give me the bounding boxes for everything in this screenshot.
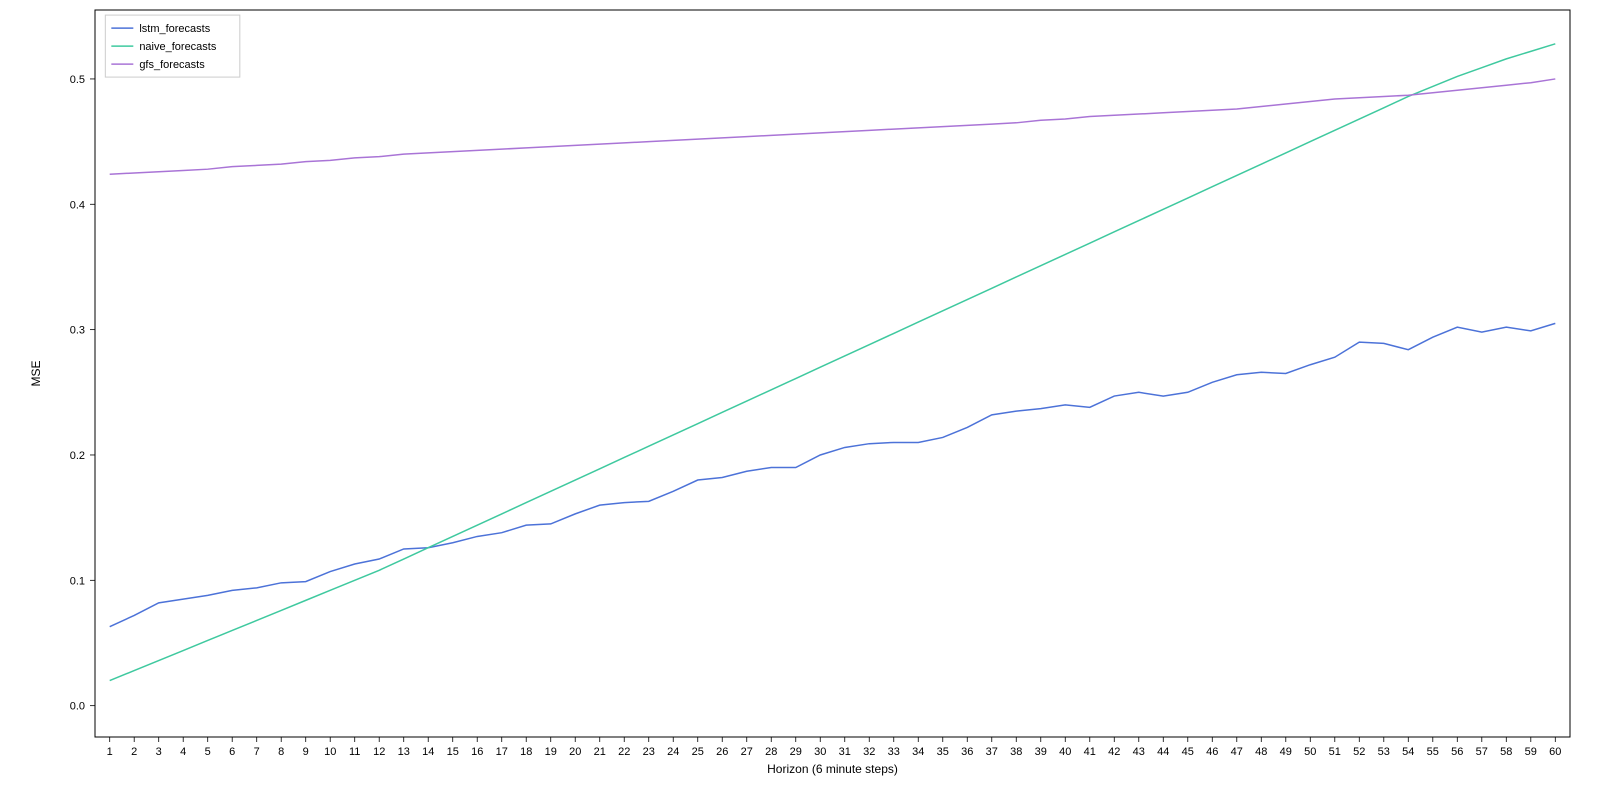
x-tick-label: 8	[278, 746, 284, 758]
legend-label: lstm_forecasts	[139, 23, 210, 35]
x-tick-label: 55	[1427, 746, 1439, 758]
x-tick-label: 47	[1231, 746, 1243, 758]
x-tick-label: 26	[716, 746, 728, 758]
x-tick-label: 52	[1353, 746, 1365, 758]
x-tick-label: 14	[422, 746, 434, 758]
x-tick-label: 57	[1476, 746, 1488, 758]
y-tick-label: 0.0	[70, 701, 85, 713]
x-tick-label: 56	[1451, 746, 1463, 758]
x-tick-label: 19	[545, 746, 557, 758]
x-tick-label: 5	[205, 746, 211, 758]
chart-container: 0.00.10.20.30.40.51234567891011121314151…	[0, 0, 1600, 792]
x-tick-label: 25	[692, 746, 704, 758]
x-tick-label: 2	[131, 746, 137, 758]
x-tick-label: 24	[667, 746, 679, 758]
x-tick-label: 1	[107, 746, 113, 758]
x-tick-label: 10	[324, 746, 336, 758]
x-tick-label: 3	[156, 746, 162, 758]
x-tick-label: 50	[1304, 746, 1316, 758]
y-tick-label: 0.5	[70, 74, 85, 86]
x-tick-label: 54	[1402, 746, 1414, 758]
x-tick-label: 22	[618, 746, 630, 758]
x-tick-label: 17	[496, 746, 508, 758]
x-tick-label: 44	[1157, 746, 1169, 758]
x-tick-label: 7	[254, 746, 260, 758]
x-tick-label: 49	[1280, 746, 1292, 758]
x-tick-label: 58	[1500, 746, 1512, 758]
x-tick-label: 27	[741, 746, 753, 758]
x-tick-label: 23	[643, 746, 655, 758]
x-tick-label: 36	[961, 746, 973, 758]
x-tick-label: 11	[349, 746, 360, 758]
y-tick-label: 0.1	[70, 575, 85, 587]
x-tick-label: 9	[303, 746, 309, 758]
x-tick-label: 20	[569, 746, 581, 758]
x-tick-label: 21	[594, 746, 606, 758]
x-tick-label: 48	[1255, 746, 1267, 758]
x-tick-label: 30	[814, 746, 826, 758]
x-tick-label: 46	[1206, 746, 1218, 758]
x-tick-label: 15	[447, 746, 459, 758]
x-tick-label: 60	[1549, 746, 1561, 758]
x-tick-label: 28	[765, 746, 777, 758]
x-tick-label: 38	[1010, 746, 1022, 758]
x-tick-label: 45	[1182, 746, 1194, 758]
x-tick-label: 4	[180, 746, 186, 758]
x-tick-label: 34	[912, 746, 924, 758]
y-tick-label: 0.3	[70, 325, 85, 337]
x-tick-label: 37	[986, 746, 998, 758]
x-tick-label: 18	[520, 746, 532, 758]
x-tick-label: 6	[229, 746, 235, 758]
x-tick-label: 12	[373, 746, 385, 758]
x-tick-label: 32	[863, 746, 875, 758]
x-tick-label: 41	[1084, 746, 1096, 758]
x-tick-label: 51	[1329, 746, 1341, 758]
x-tick-label: 35	[937, 746, 949, 758]
y-tick-label: 0.2	[70, 450, 85, 462]
x-tick-label: 29	[790, 746, 802, 758]
x-tick-label: 16	[471, 746, 483, 758]
y-tick-label: 0.4	[70, 199, 85, 211]
x-tick-label: 31	[839, 746, 851, 758]
x-axis-label: Horizon (6 minute steps)	[767, 762, 898, 776]
legend-label: gfs_forecasts	[139, 59, 205, 71]
x-tick-label: 59	[1525, 746, 1537, 758]
x-tick-label: 40	[1059, 746, 1071, 758]
legend-label: naive_forecasts	[139, 41, 217, 53]
x-tick-label: 13	[398, 746, 410, 758]
line-chart: 0.00.10.20.30.40.51234567891011121314151…	[0, 0, 1600, 792]
x-tick-label: 42	[1108, 746, 1120, 758]
x-tick-label: 33	[888, 746, 900, 758]
y-axis-label: MSE	[29, 360, 43, 386]
x-tick-label: 53	[1378, 746, 1390, 758]
x-tick-label: 39	[1035, 746, 1047, 758]
x-tick-label: 43	[1133, 746, 1145, 758]
